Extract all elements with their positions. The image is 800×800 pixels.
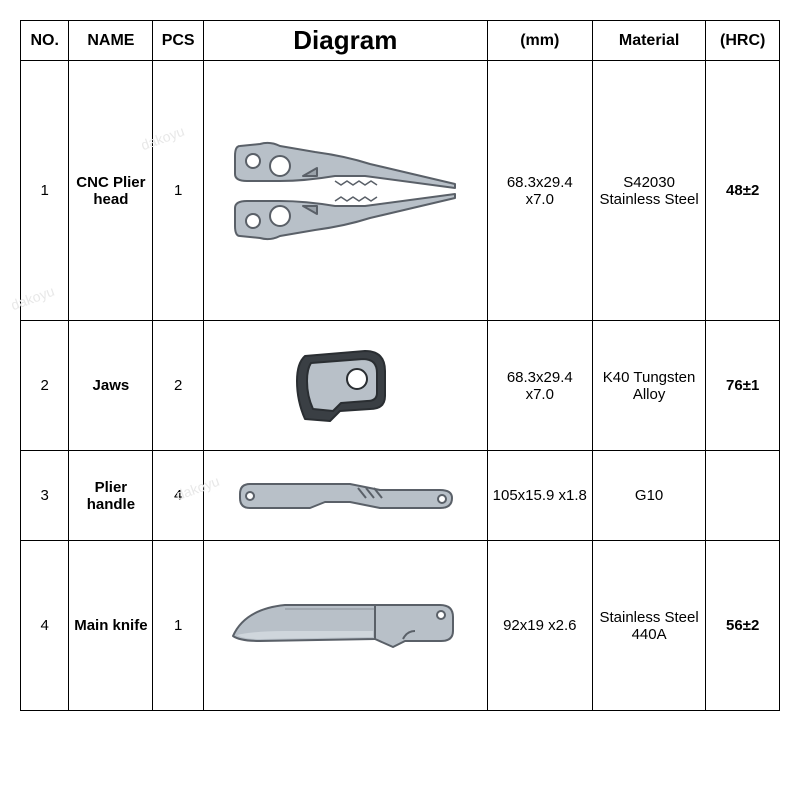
cell-name: CNC Plier head — [69, 61, 153, 321]
header-mm: (mm) — [487, 21, 592, 61]
cell-diagram — [203, 61, 487, 321]
cell-hrc — [706, 451, 780, 541]
cell-name: Plier handle — [69, 451, 153, 541]
cell-name: Jaws — [69, 321, 153, 451]
cell-pcs: 1 — [153, 541, 203, 711]
cell-diagram — [203, 541, 487, 711]
knife-icon — [225, 591, 465, 661]
cell-pcs: 1 — [153, 61, 203, 321]
cell-hrc: 76±1 — [706, 321, 780, 451]
cell-material: Stainless Steel 440A — [592, 541, 706, 711]
cell-mm: 68.3x29.4 x7.0 — [487, 321, 592, 451]
cell-material: G10 — [592, 451, 706, 541]
cell-material: S42030 Stainless Steel — [592, 61, 706, 321]
table-header-row: NO. NAME PCS Diagram (mm) Material (HRC) — [21, 21, 780, 61]
cell-material: K40 Tungsten Alloy — [592, 321, 706, 451]
cell-name: Main knife — [69, 541, 153, 711]
cell-hrc: 56±2 — [706, 541, 780, 711]
handle-icon — [230, 476, 460, 516]
cell-mm: 105x15.9 x1.8 — [487, 451, 592, 541]
cell-hrc: 48±2 — [706, 61, 780, 321]
table-row: 3 Plier handle 4 105x15.9 x1.8 G10 — [21, 451, 780, 541]
cell-mm: 92x19 x2.6 — [487, 541, 592, 711]
jaws-icon — [285, 341, 405, 431]
header-hrc: (HRC) — [706, 21, 780, 61]
header-pcs: PCS — [153, 21, 203, 61]
cell-no: 1 — [21, 61, 69, 321]
table-row: 1 CNC Plier head 1 — [21, 61, 780, 321]
header-diagram: Diagram — [203, 21, 487, 61]
cell-no: 2 — [21, 321, 69, 451]
cell-diagram — [203, 321, 487, 451]
cell-no: 3 — [21, 451, 69, 541]
parts-spec-table: NO. NAME PCS Diagram (mm) Material (HRC)… — [20, 20, 780, 711]
cell-no: 4 — [21, 541, 69, 711]
table-row: 2 Jaws 2 68.3x29.4 x7.0 K40 Tungsten All… — [21, 321, 780, 451]
plier-head-icon — [225, 126, 465, 256]
header-material: Material — [592, 21, 706, 61]
cell-diagram — [203, 451, 487, 541]
cell-pcs: 4 — [153, 451, 203, 541]
table-row: 4 Main knife 1 — [21, 541, 780, 711]
cell-mm: 68.3x29.4 x7.0 — [487, 61, 592, 321]
header-no: NO. — [21, 21, 69, 61]
header-name: NAME — [69, 21, 153, 61]
cell-pcs: 2 — [153, 321, 203, 451]
